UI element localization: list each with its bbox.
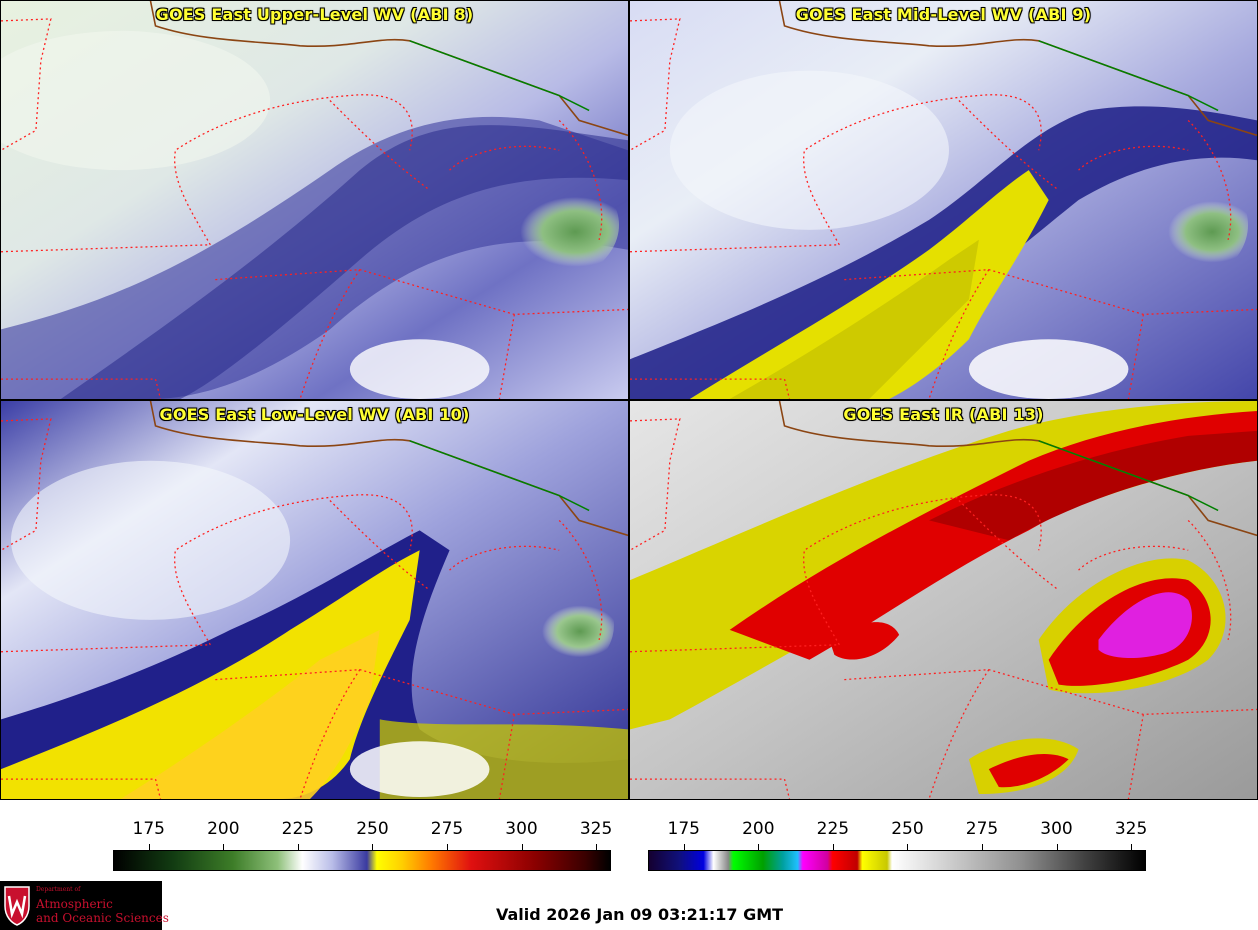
wv-tick-mark [372,844,374,850]
logo-line2: and Oceanic Sciences [36,911,169,925]
wv-tick-mark [596,844,598,850]
panel-low-level-wv: GOES East Low-Level WV (ABI 10) [0,400,629,800]
wv-tick-label: 225 [281,819,315,839]
panel-title: GOES East Low-Level WV (ABI 10) [159,405,470,424]
wv-tick-mark [521,844,523,850]
wv-tick-mark [297,844,299,850]
ir-colorbar-gradient [648,850,1146,871]
ir-colorbar: 175 200 225 250 275 300 325 [648,801,1148,876]
uw-crest-icon [4,886,30,926]
logo-line1: Atmospheric [36,897,113,911]
aos-logo: Department of Atmospheric and Oceanic Sc… [0,881,169,930]
valid-time: Valid 2026 Jan 09 03:21:17 GMT [496,905,784,924]
upper-level-wv-image [1,1,628,399]
ir-tick-mark [1056,844,1058,850]
mid-level-wv-image [630,1,1257,399]
wv-tick-mark [446,844,448,850]
ir-tick-mark [832,844,834,850]
wv-tick-label: 275 [430,819,464,839]
ir-tick-label: 175 [667,819,701,839]
ir-image [630,401,1257,799]
panel-mid-level-wv: GOES East Mid-Level WV (ABI 9) [629,0,1258,400]
logo-department: Department of [36,886,81,893]
ir-tick-label: 325 [1114,819,1148,839]
ir-tick-label: 275 [965,819,999,839]
panel-ir: GOES East IR (ABI 13) [629,400,1258,800]
wv-tick-mark [223,844,225,850]
ir-tick-mark [683,844,685,850]
ir-tick-mark [907,844,909,850]
ir-colorbar-ticks: 175 200 225 250 275 300 325 [648,801,1148,839]
wv-tick-label: 325 [579,819,613,839]
wv-colorbar-ticks: 175 200 225 250 275 300 325 [113,801,613,839]
wv-tick-label: 175 [132,819,166,839]
low-level-wv-image [1,401,628,799]
ir-tick-label: 225 [816,819,850,839]
wv-tick-label: 300 [505,819,538,839]
ir-tick-mark [1131,844,1133,850]
wv-tick-mark [148,844,150,850]
ir-tick-label: 300 [1040,819,1073,839]
panel-title: GOES East Upper-Level WV (ABI 8) [155,5,474,24]
ir-tick-label: 200 [742,819,775,839]
wv-colorbar-gradient [113,850,611,871]
wv-tick-label: 250 [356,819,389,839]
wv-colorbar: 175 200 225 250 275 300 325 [113,801,613,876]
ir-tick-mark [758,844,760,850]
panel-title: GOES East Mid-Level WV (ABI 9) [795,5,1092,24]
panel-upper-level-wv: GOES East Upper-Level WV (ABI 8) [0,0,629,400]
panel-title: GOES East IR (ABI 13) [843,405,1044,424]
ir-tick-mark [981,844,983,850]
wv-tick-label: 200 [207,819,240,839]
ir-tick-label: 250 [891,819,924,839]
